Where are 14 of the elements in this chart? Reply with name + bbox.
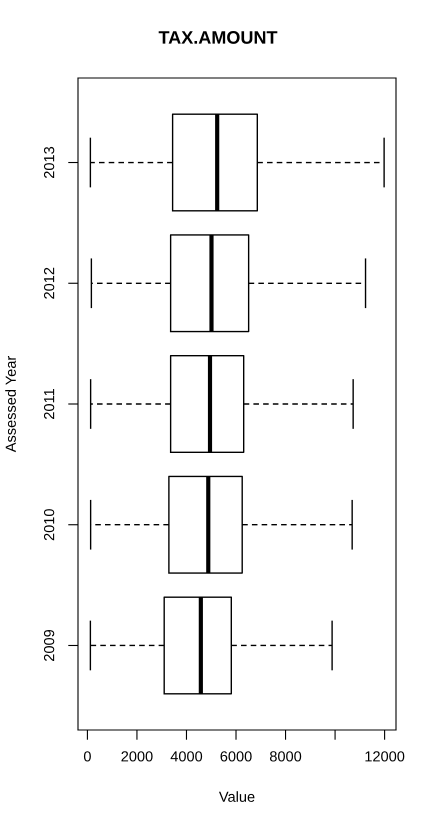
y-tick-label: 2013 <box>44 146 54 178</box>
x-tick-label: 2000 <box>121 751 153 762</box>
x-tick-label: 4000 <box>170 751 202 762</box>
y-tick-label: 2012 <box>44 268 54 299</box>
chart-title: TAX.AMOUNT <box>158 31 278 44</box>
y-tick-label: 2009 <box>44 630 54 661</box>
x-tick-label: 0 <box>84 751 91 762</box>
x-axis-title: Value <box>218 791 254 802</box>
y-tick-label: 2011 <box>44 389 54 419</box>
y-axis-title: Assessed Year <box>5 356 16 452</box>
x-tick-label: 6000 <box>220 751 252 762</box>
y-tick-label: 2010 <box>44 509 54 540</box>
x-tick-label: 12000 <box>365 751 404 762</box>
x-tick-label: 8000 <box>270 751 302 762</box>
